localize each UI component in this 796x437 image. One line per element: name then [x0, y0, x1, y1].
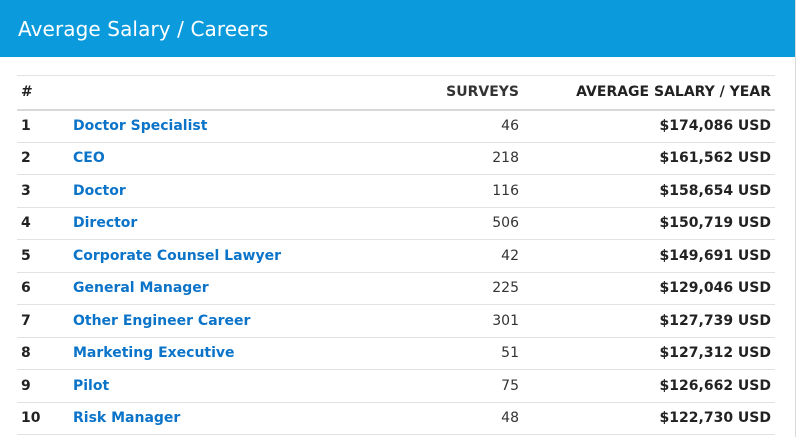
- surveys-cell: 46: [501, 118, 519, 134]
- surveys-cell: 75: [501, 377, 519, 394]
- column-header-surveys: SURVEYS: [446, 84, 519, 101]
- salary-cell: $126,662 USD: [659, 377, 771, 394]
- table-row: 9 Pilot 75 $126,662 USD: [17, 370, 775, 403]
- rank-cell: 3: [21, 182, 31, 199]
- rank-cell: 6: [21, 280, 31, 297]
- surveys-cell: 225: [492, 280, 519, 297]
- salary-cell: $122,730 USD: [659, 410, 771, 427]
- table-row: 10 Risk Manager 48 $122,730 USD: [17, 402, 775, 435]
- career-cell: Pilot: [69, 370, 373, 403]
- salary-cell: $174,086 USD: [659, 118, 771, 134]
- salary-cell: $161,562 USD: [659, 150, 771, 167]
- table-row: 6 General Manager 225 $129,046 USD: [17, 272, 775, 305]
- table-row: 3 Doctor 116 $158,654 USD: [17, 175, 775, 208]
- column-header-rank: #: [21, 84, 33, 101]
- surveys-cell: 51: [501, 345, 519, 362]
- rank-cell: 8: [21, 345, 31, 362]
- rank-cell: 7: [21, 312, 31, 329]
- salary-cell: $127,312 USD: [659, 345, 771, 362]
- table-row: 8 Marketing Executive 51 $127,312 USD: [17, 337, 775, 370]
- table-row: 4 Director 506 $150,719 USD: [17, 207, 775, 240]
- career-cell: Doctor Specialist: [69, 110, 373, 143]
- surveys-cell: 506: [492, 215, 519, 232]
- surveys-cell: 42: [501, 247, 519, 264]
- surveys-cell: 218: [492, 150, 519, 167]
- career-link[interactable]: Doctor Specialist: [73, 118, 208, 134]
- table-header-row: # SURVEYS AVERAGE SALARY / YEAR: [17, 75, 775, 110]
- table-row: 5 Corporate Counsel Lawyer 42 $149,691 U…: [17, 240, 775, 273]
- career-cell: General Manager: [69, 272, 373, 305]
- rank-cell: 2: [21, 150, 31, 167]
- table-body: 1 Doctor Specialist 46 $174,086 USD 2 CE…: [17, 110, 775, 435]
- surveys-cell: 301: [492, 312, 519, 329]
- table-row: 1 Doctor Specialist 46 $174,086 USD: [17, 110, 775, 143]
- career-cell: Doctor: [69, 175, 373, 208]
- career-link[interactable]: Marketing Executive: [73, 345, 235, 362]
- career-cell: Other Engineer Career: [69, 305, 373, 338]
- salary-cell: $129,046 USD: [659, 280, 771, 297]
- rank-cell: 9: [21, 377, 31, 394]
- career-link[interactable]: Director: [73, 215, 138, 232]
- career-link[interactable]: Doctor: [73, 182, 126, 199]
- career-link[interactable]: General Manager: [73, 280, 209, 297]
- rank-cell: 5: [21, 247, 31, 264]
- salary-cell: $149,691 USD: [659, 247, 771, 264]
- surveys-cell: 116: [492, 182, 519, 199]
- career-link[interactable]: Risk Manager: [73, 410, 181, 427]
- career-link[interactable]: Pilot: [73, 377, 110, 394]
- table-row: 7 Other Engineer Career 301 $127,739 USD: [17, 305, 775, 338]
- rank-cell: 4: [21, 215, 31, 232]
- career-cell: Risk Manager: [69, 402, 373, 435]
- salary-table-wrapper: # SURVEYS AVERAGE SALARY / YEAR 1 Doctor…: [17, 75, 775, 435]
- salary-cell: $150,719 USD: [659, 215, 771, 232]
- career-cell: Marketing Executive: [69, 337, 373, 370]
- table-header: # SURVEYS AVERAGE SALARY / YEAR: [17, 75, 775, 110]
- surveys-cell: 48: [501, 410, 519, 427]
- panel-header: Average Salary / Careers: [0, 0, 795, 57]
- career-cell: Corporate Counsel Lawyer: [69, 240, 373, 273]
- salary-cell: $127,739 USD: [659, 312, 771, 329]
- career-cell: CEO: [69, 142, 373, 175]
- career-link[interactable]: Corporate Counsel Lawyer: [73, 247, 282, 264]
- career-cell: Director: [69, 207, 373, 240]
- table-row: 2 CEO 218 $161,562 USD: [17, 142, 775, 175]
- column-header-career: [69, 76, 373, 110]
- salary-cell: $158,654 USD: [659, 182, 771, 199]
- rank-cell: 1: [21, 118, 31, 134]
- column-header-salary: AVERAGE SALARY / YEAR: [576, 84, 771, 101]
- salary-table: # SURVEYS AVERAGE SALARY / YEAR 1 Doctor…: [17, 75, 775, 435]
- career-link[interactable]: Other Engineer Career: [73, 312, 251, 329]
- panel-title: Average Salary / Careers: [18, 16, 269, 41]
- career-link[interactable]: CEO: [73, 150, 105, 167]
- rank-cell: 10: [21, 410, 41, 427]
